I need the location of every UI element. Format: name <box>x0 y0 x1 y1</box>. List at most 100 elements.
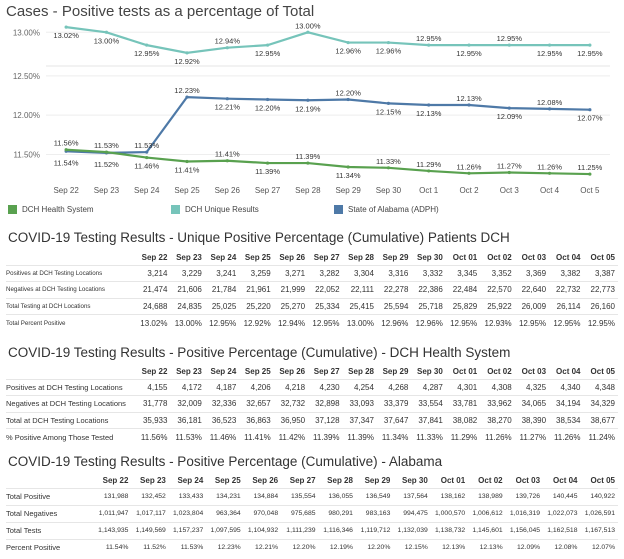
data-label: 11.56% <box>54 139 79 148</box>
table-cell: 13.02% <box>136 314 171 331</box>
table-cell: 36,181 <box>170 411 205 429</box>
column-header: Sep 23 <box>176 367 202 377</box>
data-point <box>386 40 391 45</box>
table-cell: 32,898 <box>308 395 343 412</box>
table-cell: 3,369 <box>514 264 550 282</box>
column-header: Sep 30 <box>417 367 443 377</box>
data-label: 11.29% <box>416 160 441 169</box>
data-label: 11.46% <box>134 162 159 171</box>
table-cell: 35,933 <box>136 411 171 429</box>
table-cell: 32,657 <box>239 395 274 412</box>
data-point <box>346 165 350 169</box>
legend-item-alabama[interactable]: State of Alabama (ADPH) <box>334 205 439 214</box>
data-label: 12.95% <box>537 49 563 58</box>
column-header: Sep 27 <box>289 476 316 486</box>
data-label: 11.39% <box>295 152 320 161</box>
table-cell: 136,549 <box>355 487 394 505</box>
column-header: Sep 26 <box>279 367 306 377</box>
table-cell: 4,348 <box>583 378 618 396</box>
x-tick-label: Sep 29 <box>335 186 361 195</box>
data-point <box>265 161 270 165</box>
table-cell: 12.96% <box>411 314 446 331</box>
table-row: Positives at DCH Testing Locations 4,155 4… <box>6 378 618 396</box>
data-label: 12.20% <box>255 103 281 112</box>
column-header: Sep 24 <box>177 476 204 486</box>
y-tick-label: 12.00% <box>13 111 40 120</box>
table-cell: 980,291 <box>318 504 356 522</box>
column-header: Sep 22 <box>141 367 168 377</box>
legend-swatch <box>334 205 343 214</box>
data-label: 12.13% <box>416 109 442 118</box>
data-point <box>265 43 270 47</box>
data-point <box>507 106 511 110</box>
column-header: Oct 02 <box>487 367 512 377</box>
table-cell: 3,345 <box>445 264 481 282</box>
table-cell: 1,167,513 <box>580 521 618 539</box>
table-cell: 11.27% <box>514 428 550 445</box>
data-label: 12.94% <box>215 37 241 46</box>
table-cell: 133,433 <box>168 487 207 505</box>
column-header: Sep 29 <box>382 367 409 377</box>
data-label: 11.34% <box>336 171 361 180</box>
column-header: Sep 28 <box>348 253 374 263</box>
table-cell: 4,268 <box>376 378 412 396</box>
legend-item-dch-health[interactable]: DCH Health System <box>8 205 94 214</box>
table-cell: 4,254 <box>342 378 377 396</box>
table-row: Total Negatives 1,011,947 1,017,117 1,023,8… <box>6 504 618 522</box>
data-label: 13.00% <box>94 36 120 45</box>
data-point <box>104 30 109 34</box>
table-cell: 1,022,073 <box>543 504 581 522</box>
table-cell: 13.00% <box>342 314 377 331</box>
table-cell: 22,111 <box>342 281 377 298</box>
data-label: 11.53% <box>94 141 119 150</box>
data-point <box>507 170 511 175</box>
row-label: Total at DCH Testing Locations <box>6 411 137 429</box>
x-tick-label: Sep 27 <box>255 186 281 195</box>
table-cell: 11.29% <box>445 428 481 445</box>
data-point <box>225 46 229 50</box>
table-cell: 34,065 <box>514 395 550 412</box>
table-cell: 4,172 <box>170 378 205 396</box>
legend-item-dch-unique[interactable]: DCH Unique Results <box>171 205 259 214</box>
header-corner <box>6 251 136 265</box>
row-label: Total Negatives <box>6 504 94 522</box>
data-label: 12.15% <box>376 107 402 116</box>
table-cell: 963,364 <box>206 504 244 522</box>
column-header: Oct 03 <box>521 253 547 263</box>
table-cell: 140,445 <box>543 487 581 505</box>
data-label: 12.21% <box>215 103 241 112</box>
table-cell: 21,474 <box>136 281 171 298</box>
data-label: 13.00% <box>295 21 321 30</box>
table-cell: 1,138,732 <box>430 521 469 539</box>
table-title-alabama: COVID-19 Testing Results - Positive Perc… <box>8 454 443 469</box>
table-cell: 21,961 <box>239 281 274 298</box>
table-row: Negatives at DCH Testing Locations 31,778… <box>6 395 618 412</box>
legend-swatch <box>8 205 17 214</box>
x-tick-label: Oct 5 <box>580 186 600 195</box>
data-label: 11.54% <box>54 158 79 167</box>
table-cell: 25,334 <box>308 297 343 315</box>
column-header: Oct 05 <box>590 476 615 486</box>
column-header: Oct 04 <box>556 253 581 263</box>
data-label: 12.96% <box>335 47 361 56</box>
data-point <box>306 98 310 102</box>
data-point <box>547 107 552 111</box>
table-cell: 12.95% <box>308 314 343 331</box>
table-cell: 22,773 <box>583 281 618 298</box>
table-cell: 38,534 <box>549 411 584 429</box>
table-cell: 131,988 <box>94 487 132 505</box>
table-cell: 33,554 <box>411 395 446 412</box>
table-cell: 12.93% <box>480 314 515 331</box>
column-header: Sep 24 <box>210 367 237 377</box>
table-cell: 1,156,045 <box>505 521 544 539</box>
column-header: Oct 04 <box>556 367 581 377</box>
table-cell: 34,329 <box>583 395 618 412</box>
data-point <box>588 172 592 176</box>
data-point <box>427 103 431 107</box>
table-cell: 3,316 <box>376 264 412 282</box>
data-point <box>104 150 109 154</box>
header-corner <box>6 474 94 488</box>
table-cell: 11.39% <box>342 428 377 445</box>
data-label: 12.08% <box>537 98 563 107</box>
table-cell: 34,194 <box>549 395 584 412</box>
